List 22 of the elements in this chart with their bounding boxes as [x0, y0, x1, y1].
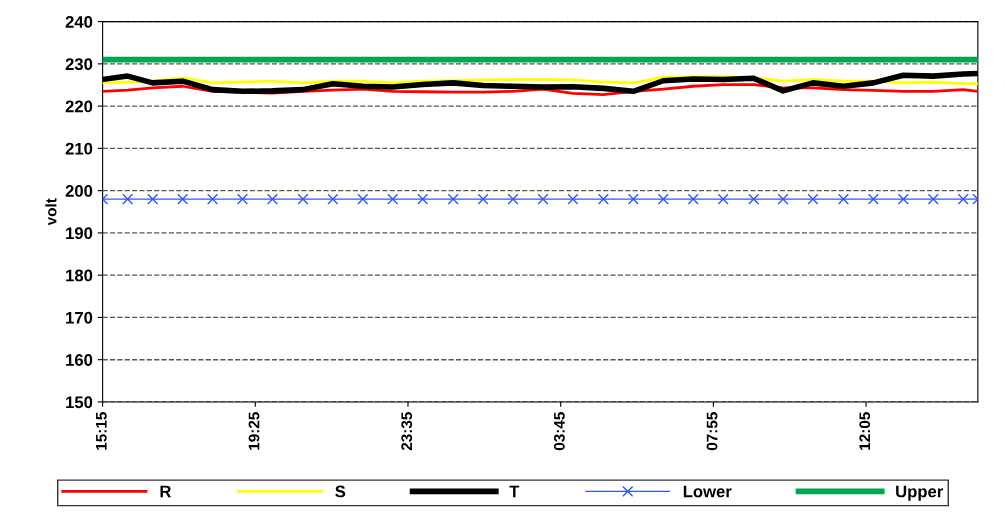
y-axis-title: volt — [45, 198, 57, 226]
y-tick-label: 220 — [65, 100, 93, 113]
y-tick-label: 150 — [66, 396, 93, 409]
x-tick-label: 07:55 — [706, 412, 718, 451]
y-tick-label: 200 — [65, 185, 93, 197]
y-tick-label: 190 — [66, 227, 93, 240]
y-tick-label: 230 — [65, 58, 93, 71]
y-tick-label: 240 — [65, 15, 93, 28]
legend-label: T — [509, 485, 520, 498]
x-tick-label: 12:05 — [859, 412, 871, 450]
x-tick-label: 19:25 — [248, 412, 260, 450]
legend-label: S — [335, 485, 346, 498]
legend-label: Upper — [896, 485, 944, 501]
x-tick-label: 03:45 — [553, 412, 565, 451]
y-tick-label: 160 — [66, 354, 93, 366]
y-tick-label: 170 — [66, 311, 93, 324]
x-tick-label: 15:15 — [96, 412, 107, 450]
y-tick-label: 180 — [66, 269, 93, 282]
y-tick-label: 210 — [65, 142, 93, 155]
x-tick-label: 23:35 — [401, 412, 413, 451]
legend-label: Lower — [683, 485, 732, 498]
legend-label: R — [160, 485, 172, 498]
